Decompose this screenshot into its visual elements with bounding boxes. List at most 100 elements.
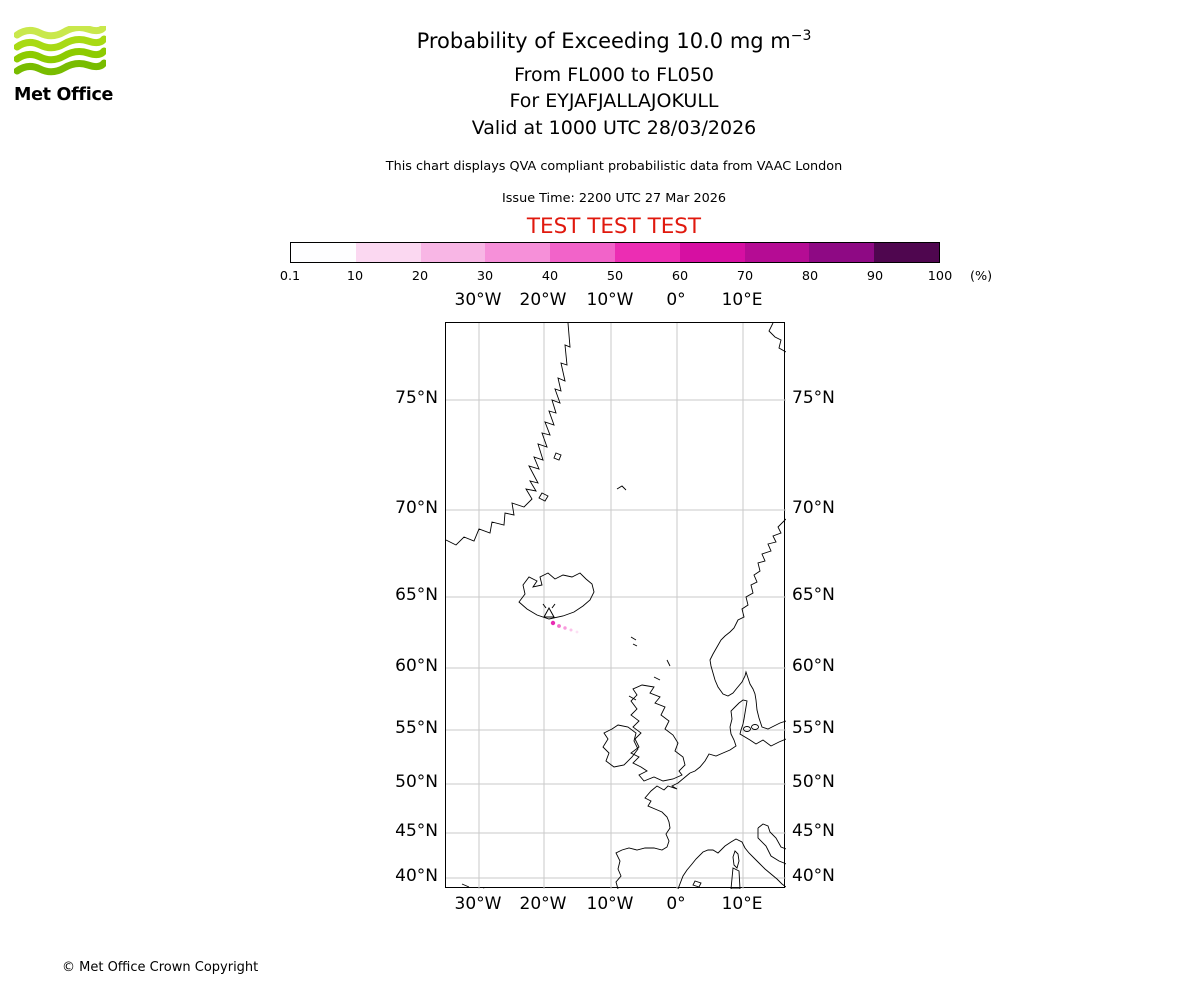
colorbar-segment — [420, 243, 486, 262]
latitude-tick-label: 40°N — [395, 866, 438, 886]
coastline-danish-island — [743, 726, 751, 732]
coastline-faroe — [630, 636, 638, 647]
colorbar-tick-label: 100 — [927, 269, 953, 284]
map-gridlines — [446, 323, 786, 889]
ash-plume-dot — [563, 626, 567, 630]
latitude-tick-label: 55°N — [395, 718, 438, 738]
coastline-balearics — [692, 880, 702, 888]
map-canvas — [446, 323, 786, 889]
coastline-adriatic-balkans — [757, 823, 786, 850]
longitude-tick-label: 0° — [666, 894, 686, 914]
longitude-tick-label: 10°E — [721, 894, 763, 914]
longitude-axis-bottom: 30°W 20°W 10°W 0° 10°E — [445, 894, 785, 916]
colorbar-segment — [679, 243, 745, 262]
colorbar-segment — [355, 243, 421, 262]
coastline-svalbard — [768, 323, 786, 353]
latitude-tick-label: 45°N — [792, 821, 835, 841]
longitude-tick-label: 20°W — [519, 290, 567, 310]
coastline-france-iberia — [615, 772, 691, 889]
colorbar-tick-label: 30 — [476, 269, 494, 284]
latitude-tick-label: 50°N — [395, 772, 438, 792]
longitude-tick-label: 10°W — [586, 894, 634, 914]
colorbar-tick-label: 0.1 — [279, 269, 301, 284]
colorbar-segment — [809, 243, 875, 262]
met-office-logo-icon — [13, 23, 108, 76]
coastlines — [446, 323, 786, 889]
coastline-greenland-islet — [538, 492, 549, 502]
latitude-axis-right: 75°N 70°N 65°N 60°N 55°N 50°N 45°N 40°N — [792, 322, 882, 888]
coastline-danish-island — [751, 724, 759, 730]
met-office-wordmark: Met Office — [14, 85, 114, 105]
longitude-tick-label: 20°W — [519, 894, 567, 914]
latitude-tick-label: 40°N — [792, 866, 835, 886]
coastline-norway — [709, 518, 786, 730]
ash-plume-dot — [569, 628, 573, 632]
colorbar-segment — [550, 243, 615, 262]
colorbar-segment — [614, 243, 680, 262]
ash-plume-dot — [550, 620, 556, 626]
page-title: Probability of Exceeding 10.0 mg m−3 — [28, 28, 1200, 53]
latitude-tick-label: 75°N — [395, 388, 438, 408]
subtitle-flight-levels: From FL000 to FL050 — [514, 64, 714, 86]
latitude-tick-label: 70°N — [792, 498, 835, 518]
colorbar-tick-label: 40 — [541, 269, 559, 284]
ash-plume-dot — [575, 630, 579, 634]
colorbar-tick-label: 10 — [346, 269, 364, 284]
coastline-denmark-baltic — [729, 699, 786, 747]
colorbar-tick-labels: 0.1 10 20 30 40 50 60 70 80 90 100 — [280, 269, 952, 286]
coastline-jan-mayen — [616, 485, 627, 491]
longitude-tick-label: 30°W — [454, 894, 502, 914]
coastline-greenland — [446, 323, 571, 546]
colorbar-tick-label: 90 — [866, 269, 884, 284]
chart-description: This chart displays QVA compliant probab… — [385, 159, 843, 174]
coastline-sardinia — [730, 867, 741, 889]
longitude-axis-top: 30°W 20°W 10°W 0° 10°E — [445, 290, 785, 312]
test-banner: TEST TEST TEST — [526, 214, 702, 239]
longitude-tick-label: 0° — [666, 290, 686, 310]
subtitle-volcano: For EYJAFJALLAJOKULL — [509, 90, 719, 112]
ash-plume — [550, 620, 579, 634]
coastline-azores — [461, 883, 485, 889]
latitude-tick-label: 60°N — [395, 656, 438, 676]
colorbar-segment — [874, 243, 939, 262]
latitude-tick-label: 65°N — [395, 585, 438, 605]
latitude-tick-label: 65°N — [792, 585, 835, 605]
latitude-tick-label: 70°N — [395, 498, 438, 518]
footer-copyright: © Met Office Crown Copyright — [62, 960, 259, 975]
longitude-tick-label: 10°E — [721, 290, 763, 310]
colorbar-tick-label: 60 — [671, 269, 689, 284]
coastline-greenland-islet — [553, 452, 562, 461]
colorbar-tick-label: 80 — [801, 269, 819, 284]
longitude-tick-label: 30°W — [454, 290, 502, 310]
latitude-tick-label: 75°N — [792, 388, 835, 408]
coastline-north-sea — [689, 726, 737, 774]
subtitle-valid-time: Valid at 1000 UTC 28/03/2026 — [471, 117, 757, 139]
coastline-ireland — [602, 724, 639, 768]
latitude-tick-label: 50°N — [792, 772, 835, 792]
colorbar-segment — [291, 243, 356, 262]
longitude-tick-label: 10°W — [586, 290, 634, 310]
issue-time: Issue Time: 2200 UTC 27 Mar 2026 — [501, 191, 727, 206]
coastline-iceland — [518, 572, 595, 620]
coastline-adriatic-italy — [757, 828, 786, 865]
latitude-tick-label: 55°N — [792, 718, 835, 738]
volcano-marker — [542, 603, 556, 618]
latitude-tick-label: 45°N — [395, 821, 438, 841]
coastline-scottish-isles — [628, 659, 671, 701]
page-title-text: Probability of Exceeding 10.0 mg m — [416, 29, 791, 53]
title-exponent: −3 — [790, 28, 812, 44]
coastline-great-britain — [630, 684, 686, 782]
colorbar-unit: (%) — [970, 269, 993, 284]
coastline-corsica — [732, 850, 740, 869]
ash-plume-dot — [557, 624, 561, 628]
colorbar-tick-label: 20 — [411, 269, 429, 284]
header: Probability of Exceeding 10.0 mg m−3 Fro… — [28, 0, 1200, 250]
colorbar-segment — [485, 243, 551, 262]
latitude-tick-label: 60°N — [792, 656, 835, 676]
colorbar — [290, 242, 940, 263]
met-office-logo: Met Office — [13, 23, 144, 105]
colorbar-segment — [744, 243, 810, 262]
latitude-axis-left: 75°N 70°N 65°N 60°N 55°N 50°N 45°N 40°N — [352, 322, 438, 888]
coastline-mediterranean — [677, 838, 786, 889]
